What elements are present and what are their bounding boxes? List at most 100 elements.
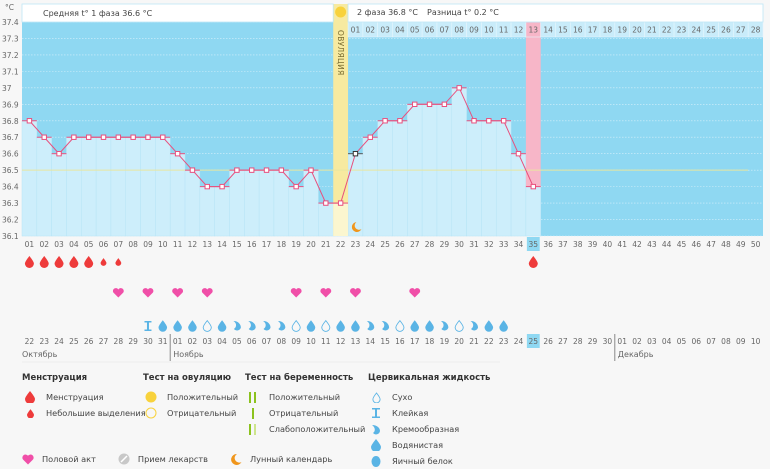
legend-label: Водянистая	[392, 440, 444, 450]
legend-item-ovulation-negative: Отрицательный	[143, 405, 238, 421]
calendar-date: 01	[617, 337, 627, 346]
calendar-date-weekend: 09	[291, 337, 301, 346]
temp-bar	[155, 136, 171, 237]
cycle-day-label: 50	[751, 240, 761, 249]
cycle-day-label: 11	[173, 240, 183, 249]
legend-item-ovulation-positive: Положительный	[143, 389, 238, 405]
temperature-point	[367, 134, 373, 140]
luteal-day-label: 09	[469, 26, 479, 35]
calendar-date: 27	[558, 337, 568, 346]
cycle-day-label: 10	[158, 240, 168, 249]
cycle-day-label: 45	[677, 240, 687, 249]
legend-label: Положительный	[269, 392, 341, 402]
temperature-point	[352, 150, 359, 157]
luteal-day-label: 14	[543, 26, 553, 35]
y-tick-label: 37.4	[2, 18, 19, 27]
cycle-day-label: 16	[247, 240, 257, 249]
blood-drop-icon	[22, 391, 38, 403]
cycle-day-label: 40	[603, 240, 613, 249]
luteal-day-label: 26	[721, 26, 731, 35]
legend-label: Сухо	[392, 392, 413, 402]
dry-drop-icon	[454, 319, 464, 332]
y-tick-label: 36.7	[2, 133, 19, 142]
temp-bar	[451, 87, 467, 237]
calendar-date: 06	[247, 337, 257, 346]
legend-label: Кремообразная	[392, 424, 460, 434]
y-axis: 37.4 37.3 37.2 37.1 37 36.9 36.8 36.7 36.6 36.5 36…	[2, 3, 19, 241]
y-tick-label: 37	[2, 84, 12, 93]
legend-item-creamy: Кремообразная	[368, 421, 490, 437]
calendar-date: 18	[425, 337, 435, 346]
event-marks	[24, 222, 538, 332]
temp-bar	[392, 120, 408, 237]
watery-drop-icon	[351, 320, 360, 332]
heart-icon	[172, 288, 184, 298]
temperature-point	[308, 167, 314, 173]
luteal-day-row: 01 02 03 04 05 06 07 08 09 10 11 12 13 14 15 16 17 18 19 20…	[347, 21, 764, 38]
calendar-date: 23	[39, 337, 49, 346]
cycle-day-label: 17	[262, 240, 272, 249]
calendar-date: 26	[543, 337, 553, 346]
dry-drop-icon	[202, 319, 212, 332]
calendar-date-weekend: 30	[603, 337, 613, 346]
cycle-day-label: 41	[617, 240, 627, 249]
calendar-date-weekend: 01	[173, 337, 183, 346]
cycle-day-label: 47	[706, 240, 716, 249]
temperature-point	[85, 134, 92, 140]
temperature-point	[115, 134, 122, 140]
temp-bar	[21, 120, 38, 237]
bbt-chart: ОВУЛЯЦИЯ 01 02 03 04 05 06 07 08 09 10 11 12 13 14 15 1…	[2, 3, 764, 363]
watery-drop-icon	[188, 320, 197, 332]
temperature-point	[426, 101, 433, 108]
temperature-point	[293, 183, 299, 190]
phase1-header	[21, 3, 334, 23]
cycle-day-label: 05	[84, 240, 94, 249]
current-day-badge	[526, 237, 540, 251]
temperature-point	[471, 118, 477, 124]
calendar-date: 31	[158, 337, 168, 346]
sticky-icon	[368, 408, 384, 418]
heart-icon	[22, 454, 34, 465]
luteal-day-label: 05	[410, 26, 420, 35]
ovulation-bar	[333, 203, 349, 236]
calendar-date: 17	[410, 337, 420, 346]
calendar-date: 20	[454, 337, 464, 346]
dry-drop-icon	[395, 319, 405, 332]
menstruation-drop-icon	[54, 256, 64, 268]
luteal-day-label: 13	[529, 26, 539, 35]
cycle-day-label: 39	[588, 240, 598, 249]
cycle-day-label: 21	[321, 240, 331, 249]
temp-bar	[525, 186, 541, 237]
watery-drop-icon	[484, 320, 494, 332]
creamy-icon	[440, 321, 449, 331]
creamy-icon	[381, 321, 390, 331]
temp-bar	[318, 202, 334, 237]
legend-item-menstruation: Менструация	[22, 389, 146, 405]
calendar-date-weekend: 25	[69, 337, 79, 346]
dry-drop-icon	[368, 391, 384, 403]
calendar-date: 14	[365, 337, 375, 346]
watery-drop-icon	[368, 439, 384, 451]
cycle-day-label: 26	[395, 240, 405, 249]
temp-bar	[51, 153, 67, 237]
cycle-day-label: 27	[410, 240, 420, 249]
temp-bar	[303, 169, 319, 237]
temp-bar	[36, 136, 52, 237]
y-tick-label: 36.3	[2, 199, 19, 208]
phase1-average: Средняя t° 1 фаза 36.6 °C	[43, 9, 153, 18]
calendar-date: 05	[677, 337, 687, 346]
legend-cervical-title: Цервикальная жидкость	[368, 373, 491, 383]
y-tick-label: 36.6	[2, 150, 19, 159]
luteal-day-label: 02	[365, 26, 375, 35]
sticky-icon	[144, 321, 152, 331]
legend-item-pregnancy-positive: Положительный	[245, 389, 365, 405]
cycle-day-label: 14	[217, 240, 227, 249]
temp-bar	[95, 136, 112, 237]
temperature-point	[456, 85, 462, 91]
moon-icon	[351, 222, 362, 232]
temperature-point	[441, 101, 448, 108]
watery-drop-icon	[217, 320, 227, 332]
luteal-day-label: 10	[484, 26, 494, 35]
temp-bar	[184, 169, 201, 237]
legend-item-spotting: Небольшие выделения	[22, 405, 146, 421]
